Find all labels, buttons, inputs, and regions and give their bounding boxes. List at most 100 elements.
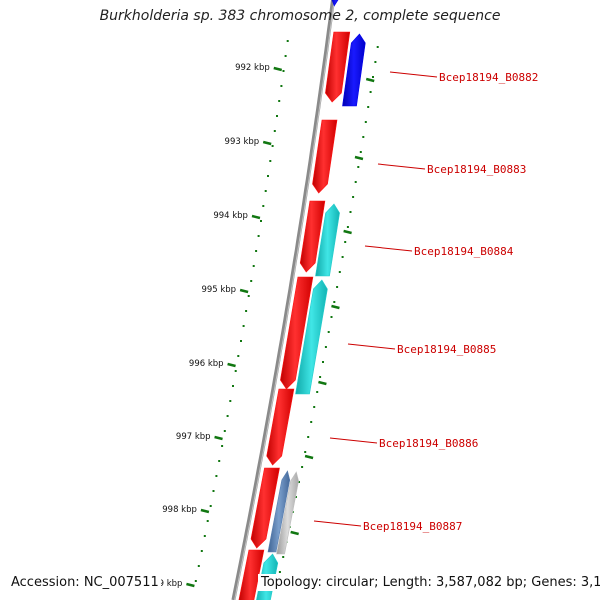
gene-arrow-blue — [331, 0, 339, 7]
inner-dot — [324, 346, 327, 348]
inner-dot — [352, 196, 355, 198]
kbp-scale: 992 kbp 993 kbp 994 kbp 995 kbp 996 kbp 997 k… — [148, 63, 375, 589]
kbp-tick-mark — [186, 582, 195, 588]
scale-dot — [242, 325, 245, 327]
scale-dot — [215, 475, 218, 477]
scale-dot — [267, 175, 269, 177]
inner-dot — [278, 571, 281, 573]
accession-label: Accession: NC_007511 — [9, 574, 161, 591]
inner-dot — [372, 76, 374, 78]
inner-dot — [304, 451, 307, 453]
kbp-tick-label: 995 kbp — [201, 285, 236, 295]
inner-tick-mark — [365, 77, 375, 83]
gene-arrow-red — [280, 276, 314, 390]
kbp-tick-mark — [227, 362, 236, 368]
kbp-tick-label: 993 kbp — [225, 137, 260, 147]
scale-dot — [269, 160, 272, 162]
inner-dot — [294, 496, 297, 498]
label-leader-line — [347, 343, 396, 350]
inner-tick-mark — [354, 155, 364, 161]
inner-dot — [282, 556, 285, 558]
scale-dot — [221, 445, 224, 447]
inner-dot — [369, 91, 372, 93]
scale-dot — [212, 490, 215, 492]
backbone-highlight — [234, 0, 335, 600]
inner-dot — [313, 406, 316, 408]
gene-label: Bcep18194_B0887 — [363, 520, 462, 533]
inner-dot — [346, 226, 349, 228]
gene-arrow-gray — [276, 471, 299, 555]
inner-tick-mark — [331, 304, 340, 310]
label-leader-line — [364, 245, 413, 252]
gene-arrow-red — [325, 31, 351, 103]
gene-arrow-red — [312, 119, 338, 194]
scale-dot — [262, 205, 265, 207]
gene-arrow-blue — [342, 33, 366, 107]
scale-dot — [200, 550, 203, 552]
gene-label: Bcep18194_B0884 — [414, 245, 514, 258]
scale-dot — [252, 265, 255, 267]
scale-dot — [278, 100, 281, 102]
kbp-tick-mark — [214, 435, 223, 441]
gene-arrow-red — [250, 467, 280, 549]
inner-dot — [359, 151, 362, 153]
kbp-tick-label: 999 kbp — [148, 579, 183, 589]
scale-dot — [276, 115, 278, 117]
scale-dot — [260, 220, 262, 222]
inner-dot — [341, 256, 344, 258]
inner-dot — [310, 421, 313, 423]
inner-dot — [364, 121, 367, 123]
inner-dot — [333, 301, 336, 303]
inner-tick-mark — [343, 229, 352, 235]
scale-dot — [226, 415, 229, 417]
scale-dot — [284, 55, 287, 57]
scale-dot — [257, 235, 260, 237]
scale-dot — [229, 400, 232, 402]
scale-dot — [245, 310, 248, 312]
inner-dot — [376, 46, 379, 48]
scale-dot — [271, 145, 274, 147]
gene-arrow-cyan — [315, 203, 340, 277]
inner-dot — [301, 466, 304, 468]
scale-dot — [250, 280, 253, 282]
gene-features — [238, 0, 366, 600]
gene-arrow-steel — [267, 470, 291, 553]
scale-dot — [247, 295, 250, 297]
scale-dot — [264, 190, 267, 192]
inner-dot — [354, 181, 357, 183]
inner-dot — [338, 271, 341, 273]
scale-dot — [209, 505, 212, 507]
scale-dot — [203, 535, 206, 537]
inner-dot — [357, 166, 360, 168]
backbone-line — [231, 0, 335, 600]
inner-dot — [327, 331, 330, 333]
gene-label: Bcep18194_B0883 — [427, 163, 526, 176]
gene-arrow-red — [299, 200, 326, 273]
inner-dot — [322, 361, 324, 363]
gene-arrow-cyan — [295, 279, 328, 395]
scale-dot — [206, 520, 209, 522]
scale-dot — [286, 40, 289, 42]
gene-arrow-red — [238, 549, 265, 600]
scale-dot — [282, 70, 285, 72]
inner-dot — [298, 481, 300, 483]
inner-tick-mark — [290, 530, 299, 536]
inner-dot — [336, 286, 339, 288]
scale-dot — [234, 370, 237, 372]
kbp-tick-mark — [251, 214, 261, 220]
scale-dot — [194, 580, 197, 582]
kbp-tick-label: 992 kbp — [235, 63, 270, 73]
gene-label-group: Bcep18194_B0882 Bcep18194_B0883 Bcep18194_… — [313, 71, 538, 533]
gene-label: Bcep18194_B0885 — [397, 343, 496, 356]
gene-label: Bcep18194_B0882 — [439, 71, 538, 84]
chromosome-backbone — [231, 0, 335, 600]
label-leader-line — [313, 520, 362, 527]
kbp-tick-mark — [239, 288, 249, 294]
inner-dot — [316, 391, 319, 393]
kbp-tick-mark — [273, 66, 283, 72]
label-leader-line — [377, 163, 426, 170]
scale-dot — [223, 430, 226, 432]
kbp-tick-label: 996 kbp — [189, 359, 224, 369]
label-leader-line — [329, 437, 378, 444]
